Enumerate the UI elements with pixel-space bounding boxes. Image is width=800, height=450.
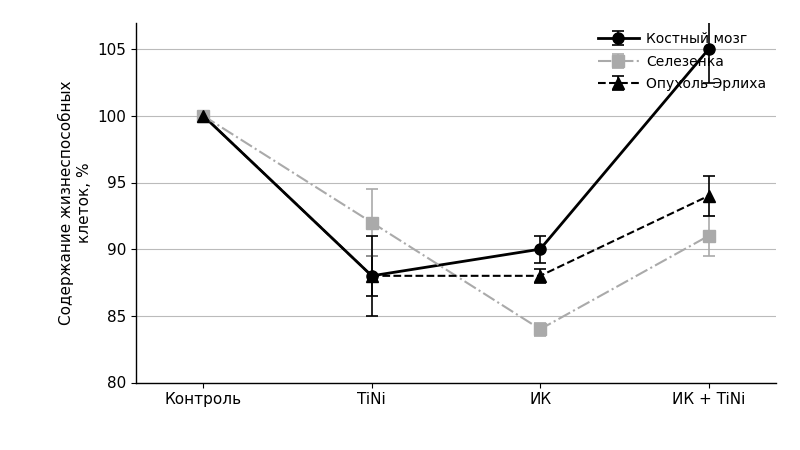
Legend: Костный мозг, Селезенка, Опухоль Эрлиха: Костный мозг, Селезенка, Опухоль Эрлиха <box>592 27 772 96</box>
Y-axis label: Содержание жизнеспособных
клеток, %: Содержание жизнеспособных клеток, % <box>58 80 92 325</box>
